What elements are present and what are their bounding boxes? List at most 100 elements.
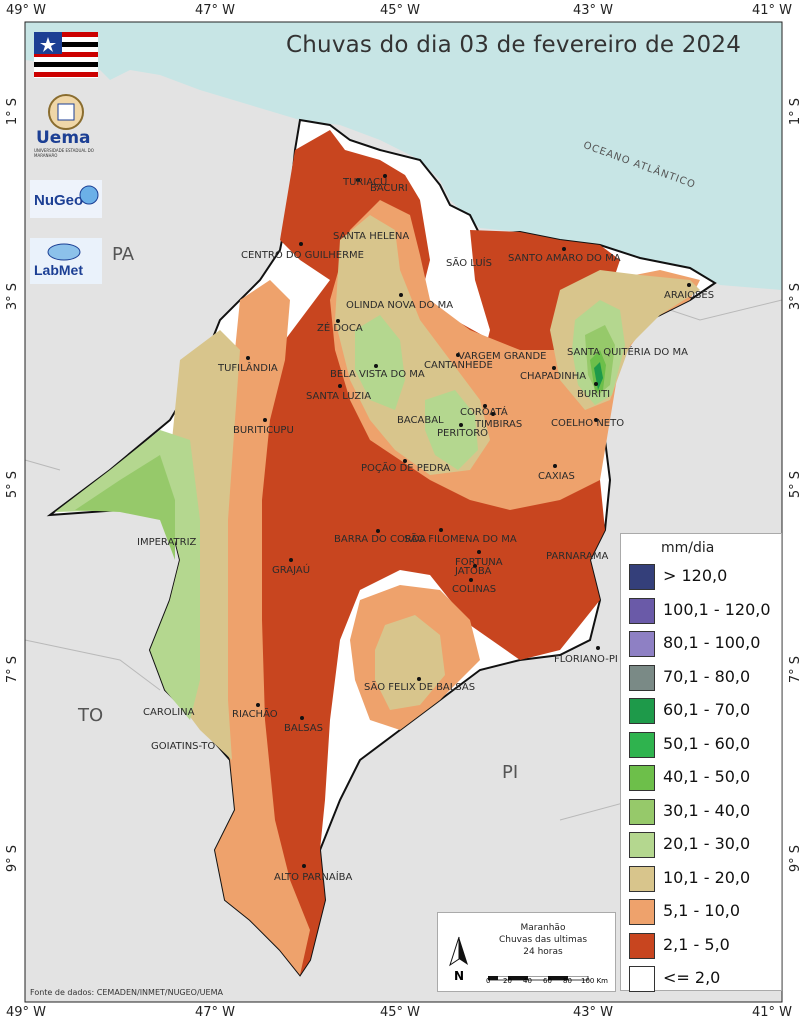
city-dot bbox=[469, 578, 473, 582]
scale-tick-0: 0 bbox=[486, 977, 491, 985]
city-label: BALSAS bbox=[284, 723, 323, 734]
lon-tick-top-41: 41° W bbox=[752, 3, 793, 18]
city-dot bbox=[336, 319, 340, 323]
city-label: FORTUNA bbox=[455, 557, 503, 568]
city-dot bbox=[338, 384, 342, 388]
uema-text: Uema bbox=[36, 128, 91, 148]
lon-tick-bottom-43: 43° W bbox=[573, 1005, 614, 1020]
city-label: TURIAÇU bbox=[343, 177, 388, 188]
legend-label: 70,1 - 80,0 bbox=[663, 666, 751, 686]
legend-swatch bbox=[629, 664, 655, 691]
labmet-logo: LabMet bbox=[30, 238, 102, 284]
lat-tick-right-7: 7° S bbox=[788, 656, 803, 684]
globe-icon bbox=[79, 185, 99, 205]
city-dot bbox=[383, 174, 387, 178]
city-dot bbox=[263, 418, 267, 422]
city-dot bbox=[256, 703, 260, 707]
lat-tick-left-1: 1° S bbox=[5, 98, 20, 126]
city-dot bbox=[562, 247, 566, 251]
city-label: BARRA DO CORDA bbox=[334, 534, 427, 545]
legend-label: 20,1 - 30,0 bbox=[663, 834, 751, 853]
city-label: ZÉ DOCA bbox=[317, 323, 363, 334]
city-label: SÃO FILOMENA DO MA bbox=[404, 534, 517, 545]
scale-box: Maranhão Chuvas das ultimas 24 horas N 0… bbox=[437, 912, 616, 992]
legend-label: 100,1 - 120,0 bbox=[663, 599, 771, 619]
lat-tick-right-9: 9° S bbox=[788, 845, 803, 873]
scale-box-period: 24 horas bbox=[523, 947, 563, 957]
legend-label: 5,1 - 10,0 bbox=[663, 901, 741, 920]
city-label: COELHO NETO bbox=[551, 418, 625, 429]
city-dot bbox=[473, 564, 477, 568]
scale-tick-20: 20 bbox=[503, 977, 512, 985]
city-dot bbox=[553, 464, 557, 468]
city-dot bbox=[299, 242, 303, 246]
city-dot bbox=[596, 646, 600, 650]
lon-tick-top-49: 49° W bbox=[6, 3, 47, 18]
city-dot bbox=[477, 550, 481, 554]
scale-box-desc: Chuvas das ultimas bbox=[498, 935, 588, 945]
legend-label: 60,1 - 70,0 bbox=[663, 700, 751, 719]
nugeo-text: NuGeo bbox=[34, 192, 84, 209]
city-dot bbox=[374, 364, 378, 368]
north-arrow-icon: N bbox=[446, 935, 472, 985]
map-title: Chuvas do dia 03 de fevereiro de 2024 bbox=[286, 32, 742, 58]
state-borders bbox=[24, 299, 783, 821]
lat-tick-right-1: 1° S bbox=[788, 98, 803, 126]
city-label: SÃO FELIX DE BALSAS bbox=[364, 682, 476, 693]
legend-swatch bbox=[629, 631, 655, 657]
city-dot bbox=[356, 178, 360, 182]
city-label: CAROLINA bbox=[143, 707, 195, 718]
lon-tick-top-43: 43° W bbox=[573, 3, 614, 18]
legend-label: 2,1 - 5,0 bbox=[663, 934, 730, 954]
legend-label: 10,1 - 20,0 bbox=[663, 867, 751, 887]
lon-tick-bottom-47: 47° W bbox=[195, 1005, 236, 1020]
band-10-20-south bbox=[375, 615, 445, 710]
city-label: IMPERATRIZ bbox=[137, 537, 197, 548]
city-label: ALTO PARNAÍBA bbox=[274, 872, 353, 883]
city-label: ARAIOSES bbox=[664, 290, 715, 301]
city-dot bbox=[459, 423, 463, 427]
city-label: GOIATINS-TO bbox=[151, 741, 216, 752]
city-dot bbox=[302, 864, 306, 868]
city-dot bbox=[289, 558, 293, 562]
band-60-70-east bbox=[594, 362, 603, 390]
legend-label: 80,1 - 100,0 bbox=[663, 633, 761, 652]
legend-swatch bbox=[629, 832, 655, 858]
labmet-text: LabMet bbox=[34, 262, 83, 278]
city-label: BURITI bbox=[577, 389, 611, 400]
data-source: Fonte de dados: CEMADEN/INMET/NUGEO/UEMA bbox=[30, 988, 223, 997]
legend-title: mm/dia bbox=[661, 540, 715, 556]
legend-swatch bbox=[629, 865, 655, 892]
city-label: BELA VISTA DO MA bbox=[330, 369, 425, 380]
band-5-10-west bbox=[210, 280, 310, 975]
city-label: OLINDA NOVA DO MA bbox=[346, 300, 454, 311]
city-label: SANTA HELENA bbox=[333, 231, 410, 242]
legend-swatch bbox=[629, 597, 655, 624]
city-label: SANTA QUITÉRIA DO MA bbox=[567, 347, 688, 358]
rainfall-bands bbox=[55, 130, 700, 975]
scale-box-region: Maranhão bbox=[520, 923, 566, 933]
city-dot bbox=[376, 529, 380, 533]
city-label: CAXIAS bbox=[538, 471, 575, 482]
maranhao-flag bbox=[34, 32, 98, 78]
band-20-30-peritoro bbox=[425, 390, 478, 470]
city-label: CENTRO DO GUILHERME bbox=[241, 250, 364, 261]
city-dot bbox=[552, 366, 556, 370]
legend-swatch bbox=[629, 899, 655, 925]
scale-tick-100: 100 Km bbox=[581, 977, 608, 985]
scale-tick-40: 40 bbox=[523, 977, 532, 985]
city-label: TUFILÂNDIA bbox=[218, 363, 278, 374]
lon-tick-bottom-45: 45° W bbox=[380, 1005, 421, 1020]
band-20-30-center bbox=[355, 315, 405, 410]
city-label: BACABAL bbox=[397, 415, 444, 426]
city-label: SANTA LUZIA bbox=[306, 391, 372, 402]
city-label: PERITORÓ bbox=[437, 428, 489, 439]
legend: mm/dia > 120,0 100,1 - 120,0 80,1 - 100,0 7… bbox=[620, 533, 782, 992]
lat-tick-right-3: 3° S bbox=[788, 283, 803, 311]
city-dot bbox=[483, 404, 487, 408]
legend-swatch bbox=[629, 765, 655, 791]
lon-tick-bottom-41: 41° W bbox=[752, 1005, 793, 1020]
city-label: POÇÃO DE PEDRA bbox=[361, 463, 451, 474]
city-dot bbox=[594, 418, 598, 422]
